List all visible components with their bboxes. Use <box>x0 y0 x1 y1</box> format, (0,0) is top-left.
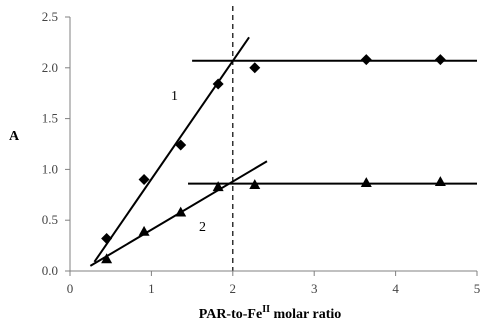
x-axis-title: PAR-to-FeII molar ratio <box>199 304 342 322</box>
data-points <box>101 54 446 264</box>
series-2-point <box>138 225 150 236</box>
series-2-point <box>434 176 446 186</box>
x-tick-label: 5 <box>474 281 481 296</box>
series-2-point <box>175 206 187 217</box>
series-1-point <box>360 54 372 66</box>
series-1-point <box>138 174 150 186</box>
series-1-label: 1 <box>171 89 178 104</box>
x-tick-label: 2 <box>230 281 237 296</box>
series-1-point <box>101 232 113 244</box>
x-tick-label: 0 <box>67 281 74 296</box>
x-tick-label: 3 <box>311 281 318 296</box>
series-2-point <box>360 177 372 188</box>
y-tick-label: 2.0 <box>42 60 58 75</box>
x-tick-label: 4 <box>392 281 399 296</box>
y-axis-title: A <box>9 129 20 144</box>
series-2-label: 2 <box>199 220 206 235</box>
x-axis-title-main: PAR-to-Fe <box>199 307 263 322</box>
series-1-point <box>212 78 224 90</box>
series-1-fit-line-1 <box>93 36 250 263</box>
series-1-point <box>249 62 261 74</box>
y-tick-label: 0.0 <box>42 263 58 278</box>
x-axis-title-rest: molar ratio <box>270 307 341 322</box>
y-tick-label: 2.5 <box>42 9 58 24</box>
series-1-point <box>175 139 187 151</box>
x-tick-label: 1 <box>148 281 155 296</box>
series-2-point <box>249 179 261 190</box>
y-tick-label: 0.5 <box>42 212 58 227</box>
y-tick-label: 1.0 <box>42 161 58 176</box>
y-tick-label: 1.5 <box>42 111 58 126</box>
series-2-point <box>212 181 224 192</box>
x-axis-title-superscript: II <box>262 304 270 315</box>
series-1-point <box>434 54 446 66</box>
series-2-point <box>101 253 113 264</box>
fit-lines <box>89 36 477 267</box>
axes <box>65 16 478 276</box>
tick-labels: 0 1 2 3 4 5 0.0 0.5 1.0 1.5 2.0 2.5 <box>42 9 481 296</box>
